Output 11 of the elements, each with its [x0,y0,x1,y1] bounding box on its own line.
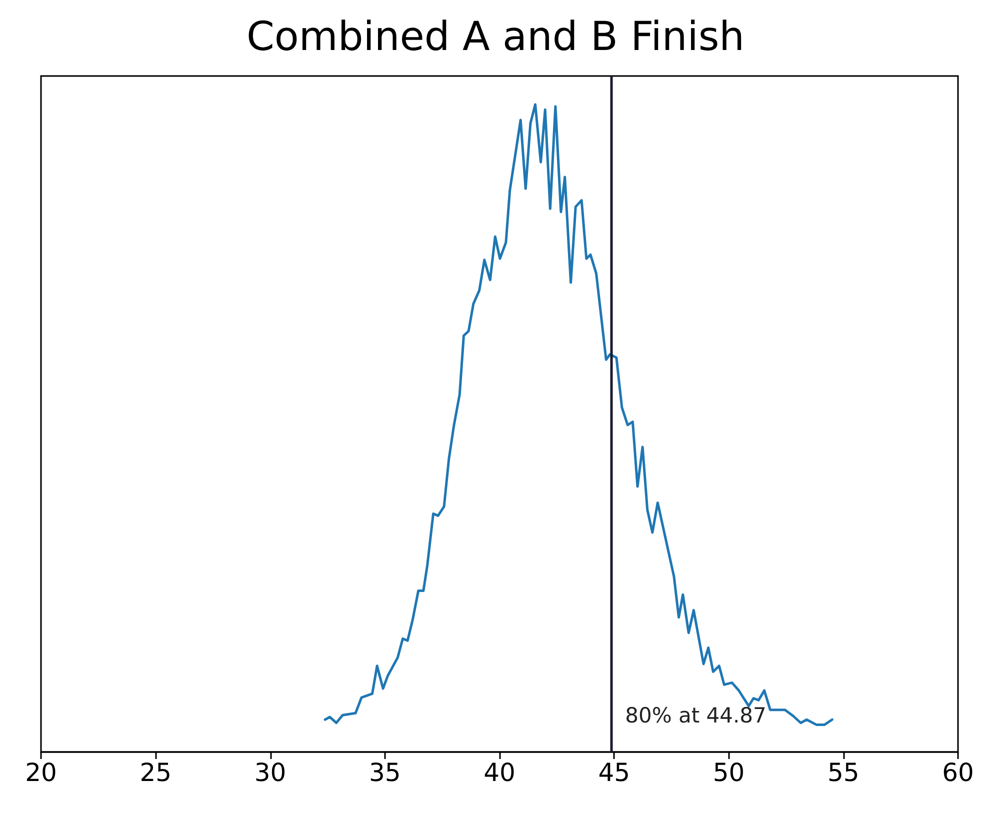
x-tick-label: 35 [368,758,401,787]
x-tick-label: 45 [598,758,630,787]
ref-line-label: 80% at 44.87 [625,704,766,728]
x-tick-label: 30 [254,758,286,787]
chart-title: Combined A and B Finish [246,14,745,60]
x-tick-label: 60 [942,758,974,787]
x-tick-label: 55 [827,758,860,787]
x-tick-label: 50 [712,758,745,787]
x-tick-label: 20 [25,758,57,787]
x-tick-label: 40 [484,758,516,787]
x-tick-label: 25 [140,758,172,787]
